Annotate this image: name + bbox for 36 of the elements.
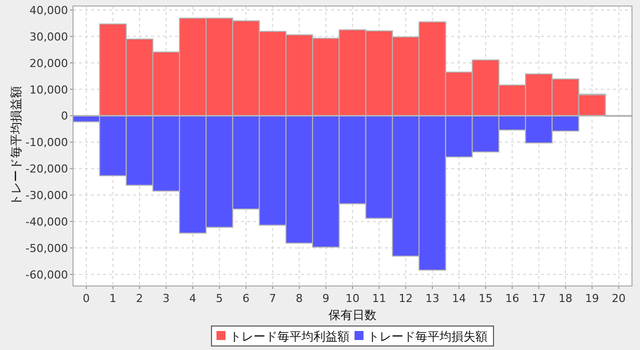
x-tick-label: 18 [558,292,572,305]
y-tick-label: 10,000 [30,83,68,96]
legend-label: トレード毎平均利益額 [230,330,350,344]
x-tick-label: 6 [242,292,250,305]
y-tick-label: -50,000 [26,242,68,255]
x-tick-label: 11 [372,292,386,305]
legend-label: トレード毎平均損失額 [368,330,488,344]
y-tick-label: 20,000 [30,56,68,70]
x-tick-label: 3 [162,292,170,305]
y-tick-label: -10,000 [26,136,68,150]
y-tick-label: -60,000 [26,268,68,282]
x-tick-label: 1 [109,292,116,305]
x-tick-label: 12 [398,292,413,305]
y-tick-label: 0 [61,110,68,123]
y-tick-label: -20,000 [26,162,68,176]
x-tick-label: 9 [322,292,330,305]
x-tick-label: 20 [612,292,626,305]
x-tick-label: 8 [296,292,303,305]
x-tick-label: 15 [478,292,493,305]
x-tick-label: 4 [189,292,196,305]
y-tick-label: 30,000 [30,30,68,44]
x-tick-label: 19 [585,292,600,305]
x-tick-label: 5 [216,292,223,305]
x-tick-label: 10 [346,292,360,305]
y-axis-title: トレード毎平均損益額 [9,86,23,206]
y-tick-label: -30,000 [26,189,68,202]
x-tick-label: 13 [425,292,440,305]
x-axis-title: 保有日数 [328,308,376,322]
y-tick-label: -40,000 [26,215,68,228]
x-tick-label: 0 [82,292,90,305]
x-tick-label: 17 [532,292,546,305]
y-tick-label: 40,000 [30,4,68,17]
x-tick-label: 16 [505,292,520,305]
x-tick-label: 7 [269,292,276,305]
x-tick-label: 14 [452,292,466,305]
x-tick-label: 2 [136,292,144,305]
